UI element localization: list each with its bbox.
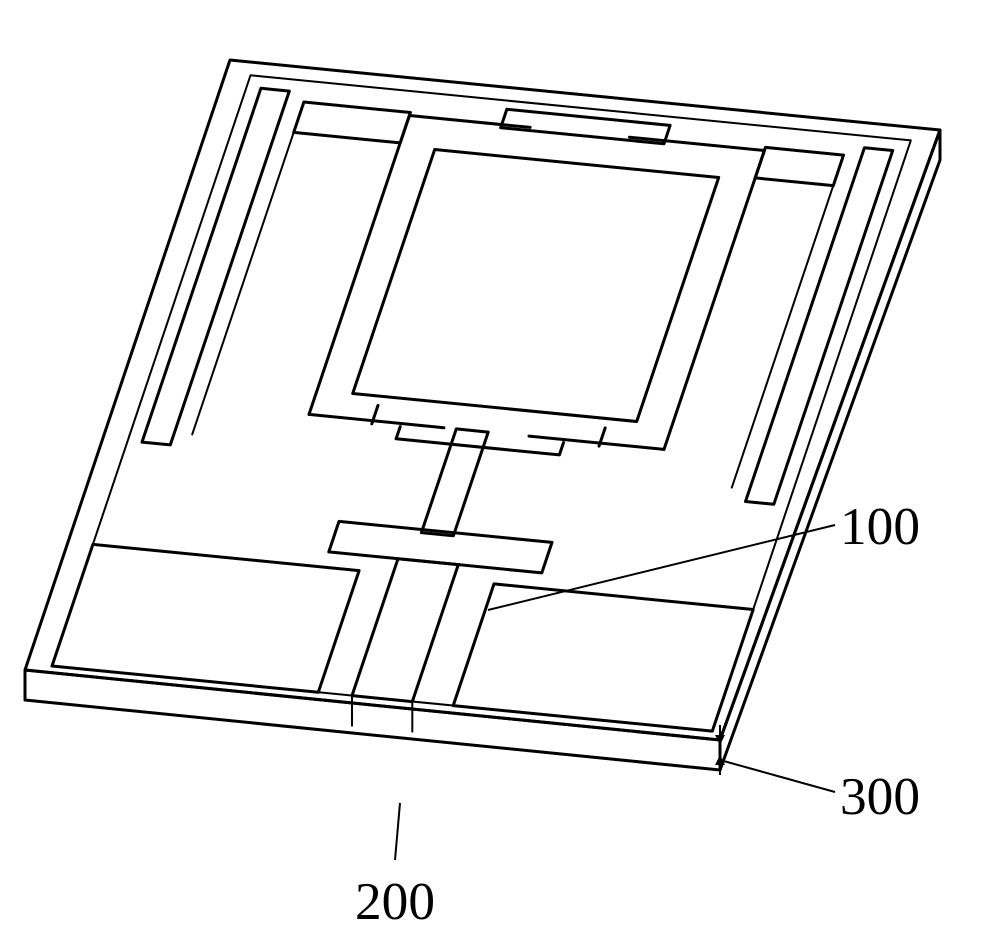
board-right-face [720, 130, 940, 770]
board-front-face [25, 670, 720, 770]
feed-lower [352, 559, 458, 702]
center-patch [353, 150, 719, 422]
ground-right [453, 584, 753, 731]
label-ref-200: 200 [355, 870, 435, 932]
inner-frame [52, 75, 911, 731]
right-rail [732, 155, 844, 488]
board-top-face [25, 60, 940, 740]
label-ref-100: 100 [840, 495, 920, 557]
leader-line [720, 760, 835, 792]
left-rail [192, 102, 304, 434]
leader-line [395, 803, 400, 860]
left-side-slot [142, 88, 289, 445]
label-ref-300: 300 [840, 765, 920, 827]
ring-bottom-left [309, 414, 444, 427]
top-pad-left [294, 102, 411, 143]
feed-cross [329, 521, 552, 573]
ring-bottom-right [529, 436, 664, 449]
ground-left [52, 544, 359, 692]
ring-top-left [409, 116, 530, 128]
top-pad-right [755, 147, 843, 185]
